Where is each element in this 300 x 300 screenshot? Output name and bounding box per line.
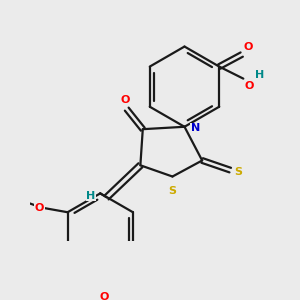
Text: H: H xyxy=(86,191,95,201)
Text: S: S xyxy=(234,167,242,177)
Text: N: N xyxy=(191,123,200,134)
Text: O: O xyxy=(243,42,253,52)
Text: H: H xyxy=(255,70,264,80)
Text: O: O xyxy=(35,203,44,213)
Text: S: S xyxy=(169,186,176,196)
Text: O: O xyxy=(245,81,254,91)
Text: O: O xyxy=(100,292,109,300)
Text: O: O xyxy=(120,95,130,105)
